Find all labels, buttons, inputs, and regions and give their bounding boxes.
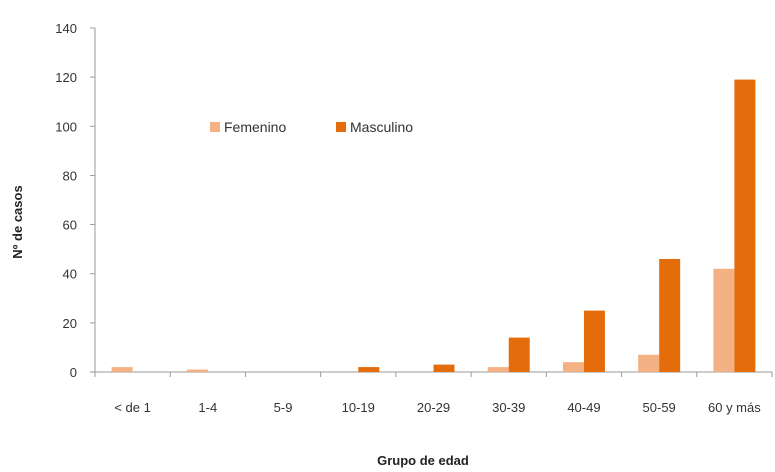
- bar-masculino-4: [433, 364, 455, 372]
- x-tick-label: 50-59: [643, 400, 676, 415]
- x-tick-label: 60 y más: [708, 400, 761, 415]
- x-ticks: < de 1 1-4 5-9 10-19 20-29 30-39 40-49 50-59 60 …: [94, 372, 773, 415]
- bars: [111, 79, 756, 372]
- y-tick-label: 40: [63, 267, 77, 282]
- y-axis-title: Nº de casos: [10, 185, 25, 258]
- bar-masculino-8: [734, 79, 756, 372]
- bar-femenino-6: [562, 362, 584, 372]
- legend-swatch-femenino: [210, 122, 220, 132]
- bar-masculino-7: [659, 258, 681, 372]
- legend-swatch-masculino: [336, 122, 346, 132]
- bar-masculino-6: [583, 310, 605, 372]
- x-tick-label: 1-4: [198, 400, 217, 415]
- y-tick-label: 0: [70, 365, 77, 380]
- y-tick-label: 60: [63, 218, 77, 233]
- bar-femenino-5: [487, 367, 509, 372]
- y-tick-label: 120: [55, 70, 77, 85]
- bar-masculino-3: [358, 367, 380, 372]
- bar-femenino-8: [713, 268, 735, 372]
- x-tick-label: 5-9: [274, 400, 293, 415]
- x-tick-label: < de 1: [114, 400, 151, 415]
- bar-femenino-7: [638, 354, 660, 372]
- y-ticks: 0 20 40 60 80 100 120 140: [55, 21, 95, 380]
- y-tick-label: 80: [63, 168, 77, 183]
- y-tick-label: 20: [63, 316, 77, 331]
- y-tick-label: 100: [55, 119, 77, 134]
- x-tick-label: 20-29: [417, 400, 450, 415]
- bar-femenino-1: [186, 369, 208, 372]
- bar-femenino-0: [111, 367, 133, 372]
- legend: Femenino Masculino: [210, 119, 413, 135]
- legend-label-masculino: Masculino: [350, 119, 413, 135]
- x-tick-label: 10-19: [342, 400, 375, 415]
- bar-masculino-5: [508, 337, 530, 372]
- x-tick-label: 30-39: [492, 400, 525, 415]
- x-tick-label: 40-49: [567, 400, 600, 415]
- legend-label-femenino: Femenino: [224, 119, 286, 135]
- x-axis: < de 1 1-4 5-9 10-19 20-29 30-39 40-49 50-59 60 …: [94, 371, 773, 415]
- y-tick-label: 140: [55, 21, 77, 36]
- x-axis-title: Grupo de edad: [377, 453, 469, 468]
- y-axis: 0 20 40 60 80 100 120 140: [55, 21, 96, 380]
